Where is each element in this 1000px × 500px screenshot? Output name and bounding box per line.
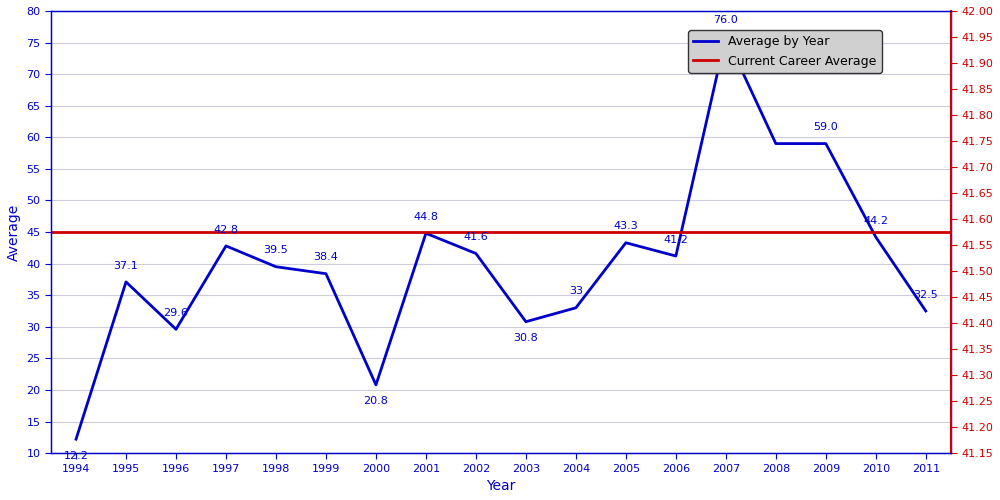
Text: 41.2: 41.2 — [663, 234, 688, 244]
Text: 20.8: 20.8 — [364, 396, 388, 406]
Text: 32.5: 32.5 — [913, 290, 938, 300]
Text: 30.8: 30.8 — [514, 333, 538, 343]
Average by Year — [570, 305, 582, 311]
Text: 44.2: 44.2 — [863, 216, 888, 226]
Text: 44.8: 44.8 — [413, 212, 438, 222]
Average by Year — [920, 308, 932, 314]
Legend: Average by Year, Current Career Average: Average by Year, Current Career Average — [688, 30, 882, 72]
Text: 42.8: 42.8 — [213, 224, 238, 234]
Average by Year — [520, 318, 532, 324]
Average by Year — [320, 270, 332, 276]
X-axis label: Year: Year — [486, 479, 516, 493]
Text: 38.4: 38.4 — [314, 252, 338, 262]
Text: 12.2: 12.2 — [64, 450, 88, 460]
Text: 33: 33 — [569, 286, 583, 296]
Average by Year — [420, 230, 432, 236]
Text: 29.6: 29.6 — [164, 308, 188, 318]
Average by Year — [870, 234, 882, 240]
Text: 37.1: 37.1 — [114, 260, 138, 270]
Average by Year — [670, 253, 682, 259]
Average by Year — [820, 140, 832, 146]
Text: 76.0: 76.0 — [713, 15, 738, 25]
Text: 41.6: 41.6 — [464, 232, 488, 242]
Text: 39.5: 39.5 — [264, 246, 288, 256]
Text: 43.3: 43.3 — [613, 222, 638, 232]
Average by Year — [170, 326, 182, 332]
Average by Year — [370, 382, 382, 388]
Average by Year — [770, 140, 782, 146]
Average by Year — [720, 33, 732, 39]
Text: 59.0: 59.0 — [813, 122, 838, 132]
Line: Average by Year: Average by Year — [76, 36, 926, 439]
Average by Year — [120, 279, 132, 285]
Average by Year — [70, 436, 82, 442]
Average by Year — [620, 240, 632, 246]
Average by Year — [470, 250, 482, 256]
Average by Year — [270, 264, 282, 270]
Average by Year — [220, 243, 232, 249]
Y-axis label: Average: Average — [7, 204, 21, 260]
